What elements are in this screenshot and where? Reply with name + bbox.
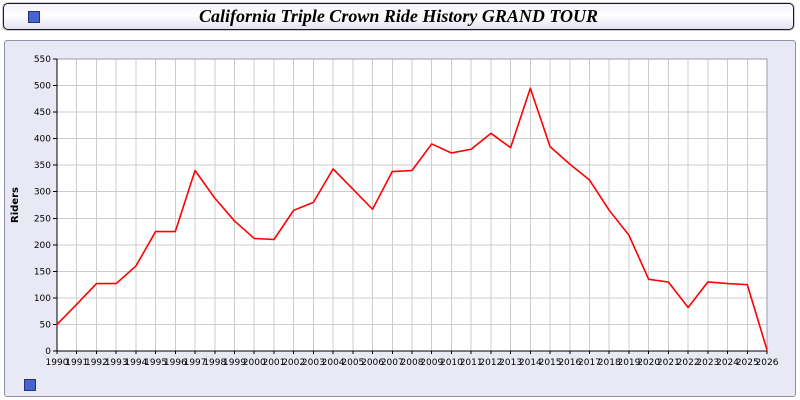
svg-text:1992: 1992 [85,358,108,368]
svg-text:2007: 2007 [381,358,404,368]
svg-text:450: 450 [34,108,51,118]
svg-text:2006: 2006 [361,358,384,368]
svg-text:1997: 1997 [184,358,207,368]
svg-text:350: 350 [34,161,51,171]
svg-text:100: 100 [34,294,51,304]
blue-corner-icon [28,10,40,23]
svg-text:2012: 2012 [479,358,502,368]
svg-text:250: 250 [34,214,51,224]
svg-text:2002: 2002 [282,358,305,368]
svg-text:2008: 2008 [401,358,424,368]
svg-text:400: 400 [34,135,51,145]
svg-text:500: 500 [34,82,51,92]
svg-text:2014: 2014 [519,358,542,368]
svg-text:2001: 2001 [262,358,285,368]
svg-text:2016: 2016 [558,358,581,368]
svg-text:200: 200 [34,241,51,251]
svg-text:2011: 2011 [460,358,483,368]
svg-text:2022: 2022 [677,358,700,368]
svg-text:50: 50 [40,320,52,330]
svg-text:2005: 2005 [341,358,364,368]
svg-text:2003: 2003 [302,358,325,368]
svg-text:2026: 2026 [756,358,779,368]
svg-text:150: 150 [34,267,51,277]
svg-text:1999: 1999 [223,358,246,368]
title-bar: California Triple Crown Ride History GRA… [3,3,794,30]
svg-text:0: 0 [45,347,51,357]
svg-text:2010: 2010 [440,358,463,368]
svg-text:550: 550 [34,55,51,65]
svg-text:1998: 1998 [203,358,226,368]
svg-text:2019: 2019 [617,358,640,368]
svg-text:2013: 2013 [499,358,522,368]
svg-text:2024: 2024 [716,358,739,368]
svg-text:2004: 2004 [322,358,345,368]
blue-corner-icon [24,379,36,391]
svg-text:1993: 1993 [105,358,128,368]
svg-text:2018: 2018 [598,358,621,368]
svg-text:Riders: Riders [10,187,21,223]
chart-panel: 0 50 100 150 200 250 300 350 400 450 500 550 1990 199… [4,40,796,397]
svg-text:300: 300 [34,188,51,198]
svg-text:1996: 1996 [164,358,187,368]
page-title: California Triple Crown Ride History GRA… [198,6,599,26]
svg-text:1994: 1994 [124,358,147,368]
ride-history-line-chart: 0501001502002503003504004505005501990199… [10,55,779,368]
svg-text:1995: 1995 [144,358,167,368]
svg-text:2023: 2023 [696,358,719,368]
svg-text:2017: 2017 [578,358,601,368]
svg-text:2021: 2021 [657,358,680,368]
svg-text:2000: 2000 [243,358,266,368]
svg-text:2020: 2020 [637,358,660,368]
svg-text:1991: 1991 [65,358,88,368]
svg-text:1990: 1990 [46,358,69,368]
svg-text:2025: 2025 [736,358,759,368]
svg-text:2009: 2009 [420,358,443,368]
svg-text:2015: 2015 [539,358,562,368]
